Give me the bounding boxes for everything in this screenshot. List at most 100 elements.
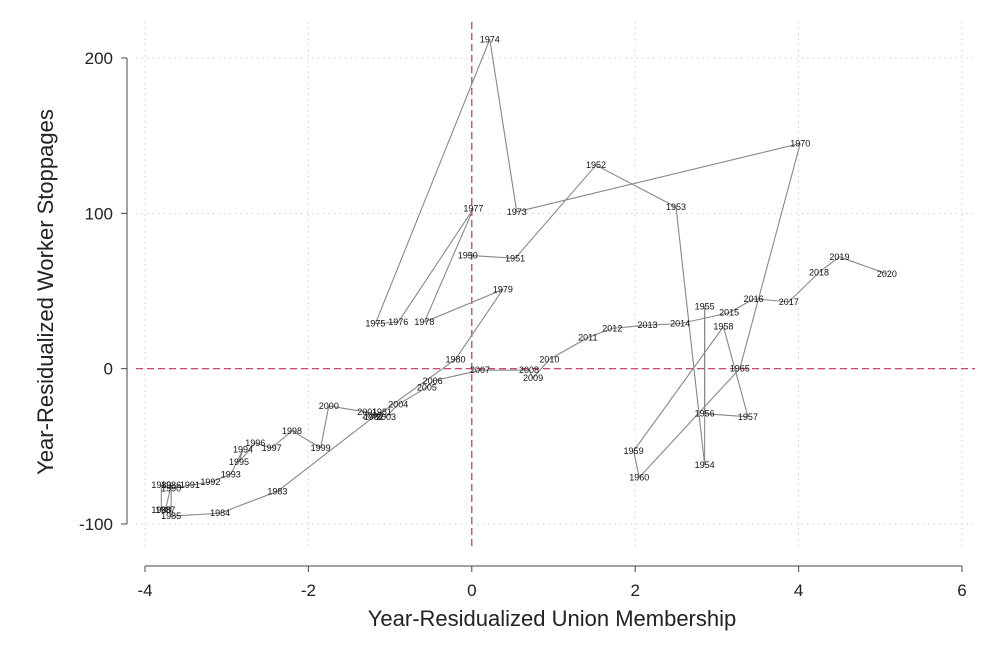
point-label: 1983 — [267, 486, 287, 496]
point-label: 2009 — [523, 373, 543, 383]
series-segment — [320, 405, 330, 448]
point-label: 2013 — [637, 320, 657, 330]
series-segment — [514, 164, 597, 259]
series-segment — [424, 288, 504, 323]
x-tick-label: 2 — [630, 581, 639, 600]
point-labels: 1950 1951 1952 1953 1954 1955 1956 1957 1958 1959… — [151, 34, 897, 521]
series-segment — [397, 208, 474, 323]
series-segment — [633, 326, 724, 452]
point-label: 1984 — [210, 508, 230, 518]
point-label: 2012 — [602, 323, 622, 333]
x-axis: -4 -2 0 2 4 6 — [137, 565, 967, 600]
series-segment — [595, 164, 677, 208]
series-segment — [164, 485, 172, 511]
point-label: 1986 — [161, 480, 181, 490]
point-label: 1989 — [151, 480, 171, 490]
x-tick-label: -4 — [137, 581, 152, 600]
series-segment — [219, 490, 278, 514]
x-axis-ticks: -4 -2 0 2 4 6 — [137, 566, 967, 600]
series-segment — [372, 414, 387, 418]
series-segment — [587, 327, 613, 339]
y-axis: -100 0 100 200 — [79, 49, 128, 534]
series-segment — [680, 312, 730, 325]
point-label: 1979 — [493, 284, 513, 294]
series-segment — [532, 358, 550, 379]
x-axis-title: Year-Residualized Union Membership — [368, 606, 737, 631]
point-label: 1981 — [372, 407, 392, 417]
point-label: 1999 — [311, 443, 331, 453]
series-segment — [271, 430, 293, 449]
y-tick-label: 0 — [104, 360, 113, 379]
point-label: 1977 — [463, 204, 483, 214]
series-segment — [704, 413, 748, 418]
series-segment — [528, 369, 534, 379]
point-label: 1987 — [155, 505, 175, 515]
point-label: 1993 — [221, 469, 241, 479]
y-axis-ticks: -100 0 100 200 — [79, 49, 127, 534]
series-segment — [675, 207, 706, 466]
series-segment — [633, 450, 640, 478]
point-label: 2006 — [423, 376, 443, 386]
series-segment — [432, 369, 481, 382]
point-label: 2017 — [779, 297, 799, 307]
point-label: 2020 — [877, 269, 897, 279]
reference-lines — [136, 22, 975, 548]
point-label: 1991 — [180, 480, 200, 490]
point-label: 1951 — [505, 253, 525, 263]
series-segment — [489, 39, 518, 212]
series-segment — [238, 442, 256, 463]
point-label: 1952 — [586, 160, 606, 170]
series-segment — [385, 404, 399, 418]
point-label: 2011 — [578, 333, 597, 343]
point-label: 1988 — [151, 505, 171, 515]
point-label: 1985 — [161, 511, 181, 521]
point-label: 2000 — [319, 401, 339, 411]
series-segment — [255, 442, 272, 449]
series-segment — [230, 449, 244, 475]
point-label: 2004 — [388, 399, 408, 409]
series-segment — [171, 512, 221, 517]
series-segment — [277, 416, 375, 492]
y-tick-label: 200 — [85, 49, 113, 68]
point-label: 2002 — [362, 410, 382, 420]
series-segment — [728, 298, 754, 314]
point-label: 1996 — [245, 438, 265, 448]
point-label: 1973 — [507, 207, 527, 217]
series-segment — [722, 326, 749, 417]
point-label: 2008 — [519, 365, 539, 375]
point-label: 1970 — [790, 138, 810, 148]
point-label: 2016 — [744, 294, 764, 304]
point-label: 1976 — [388, 317, 408, 327]
series-segment — [818, 256, 840, 273]
series-segment — [612, 324, 648, 329]
series-segment — [328, 405, 368, 413]
point-label: 2019 — [829, 252, 849, 262]
series-segment — [753, 298, 789, 303]
point-label: 2015 — [719, 308, 739, 318]
y-tick-label: 100 — [85, 204, 113, 223]
point-label: 2005 — [417, 382, 437, 392]
point-label: 1956 — [695, 409, 715, 419]
series-segment — [189, 481, 211, 486]
point-label: 2003 — [376, 412, 396, 422]
point-label: 1975 — [365, 319, 385, 329]
point-label: 1965 — [730, 364, 750, 374]
x-tick-label: 6 — [957, 581, 966, 600]
series-segment — [516, 142, 801, 213]
point-label: 1960 — [629, 472, 649, 482]
point-label: 1958 — [713, 322, 733, 332]
point-label: 1974 — [480, 34, 500, 44]
point-label: 1957 — [738, 412, 758, 422]
x-tick-label: 4 — [794, 581, 803, 600]
series-segment — [375, 321, 399, 325]
series-segment — [455, 289, 504, 360]
y-axis-title: Year-Residualized Worker Stoppages — [33, 109, 58, 475]
point-label: 1980 — [445, 354, 465, 364]
series-segment — [788, 271, 820, 303]
series-segment — [374, 39, 491, 324]
series-segment — [210, 473, 231, 483]
x-tick-label: -2 — [301, 581, 316, 600]
series-segment — [647, 323, 681, 326]
